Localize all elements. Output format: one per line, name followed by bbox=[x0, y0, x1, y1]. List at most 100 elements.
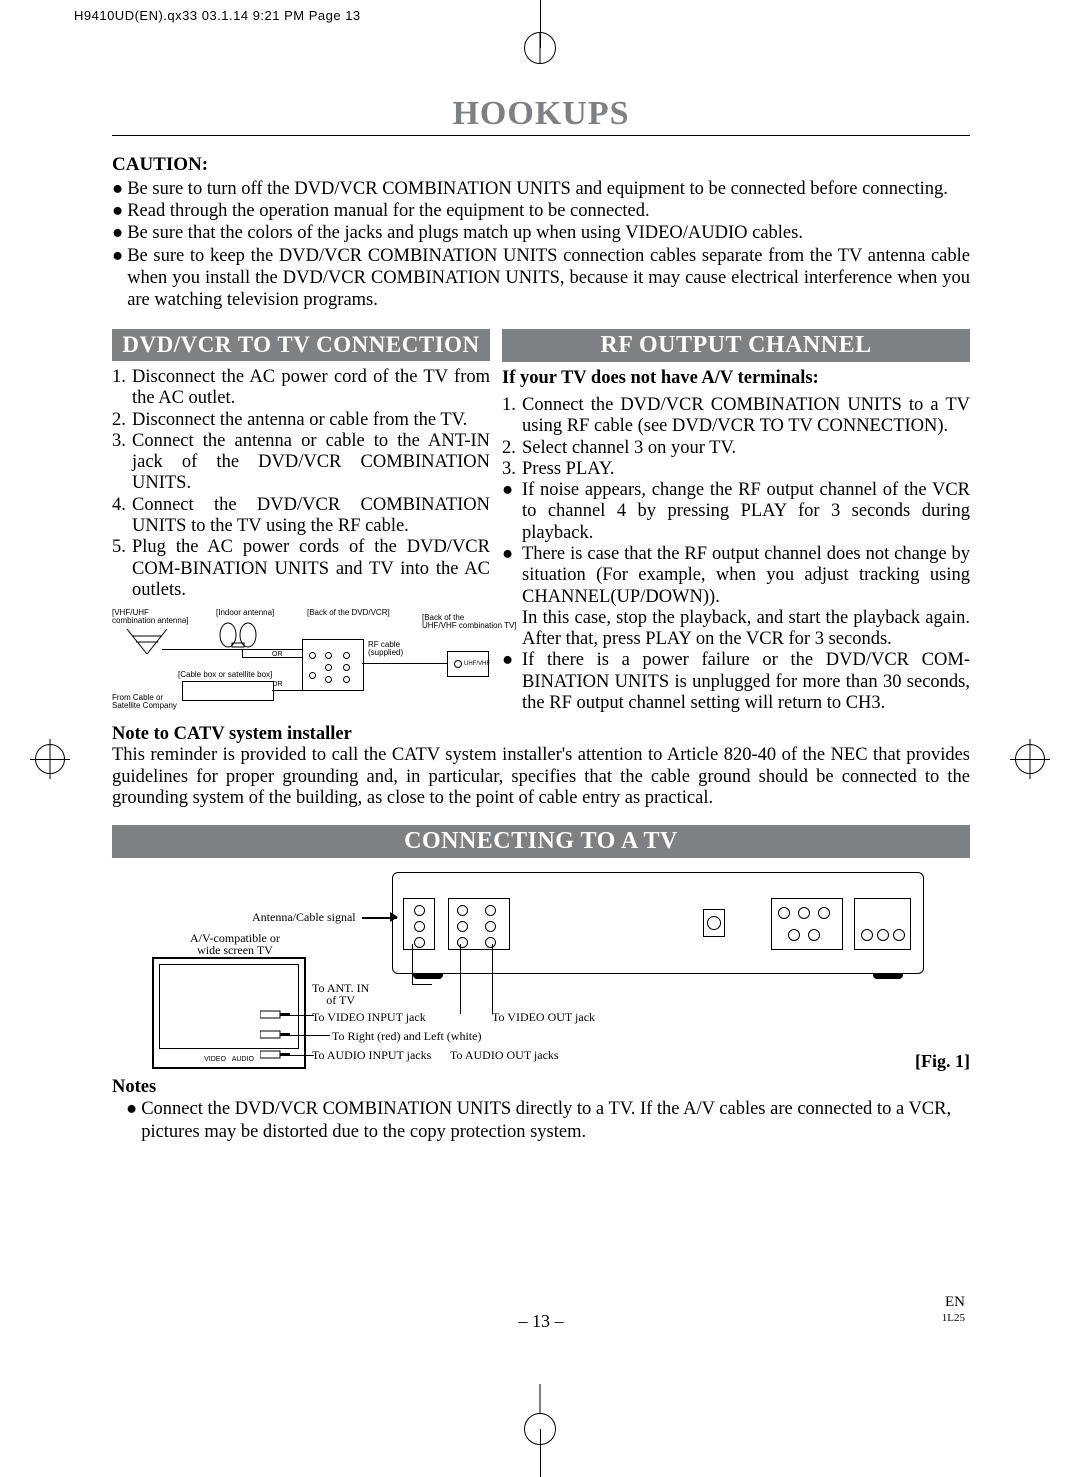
caution-item: Be sure to keep the DVD/VCR COMBINATION … bbox=[127, 245, 970, 312]
left-step: Disconnect the AC power cord of the TV f… bbox=[132, 367, 490, 410]
list-num: 3. bbox=[112, 431, 132, 495]
tv-back-box: UHF/VHF bbox=[447, 651, 489, 677]
hookup-diagram: [VHF/UHF combination antenna] [Indoor an… bbox=[112, 609, 490, 709]
label-ant: Antenna/Cable signal bbox=[252, 911, 356, 923]
notes-section: Notes ●Connect the DVD/VCR COMBINATION U… bbox=[112, 1076, 970, 1143]
cable-line bbox=[290, 1015, 314, 1016]
list-num: 5. bbox=[112, 537, 132, 601]
wire-line bbox=[272, 690, 302, 691]
tv-connection-diagram: VIDEO AUDIO Antenna/Cable signal A/V-com… bbox=[112, 872, 970, 1072]
content-area: HOOKUPS CAUTION: ●Be sure to turn off th… bbox=[112, 95, 970, 1143]
label-backdvd: [Back of the DVD/VCR] bbox=[307, 609, 390, 617]
dvd-unit bbox=[392, 872, 924, 974]
list-num: 2. bbox=[112, 410, 132, 431]
component-group bbox=[771, 898, 843, 950]
right-step: Connect the DVD/VCR COMBINATION UNITS to… bbox=[522, 395, 970, 438]
left-column: DVD/VCR TO TV CONNECTION 1.Disconnect th… bbox=[112, 329, 490, 714]
cable-line bbox=[290, 1055, 314, 1056]
right-banner: RF OUTPUT CHANNEL bbox=[502, 329, 970, 362]
right-bullet: If there is a power failure or the DVD/V… bbox=[522, 650, 970, 714]
caution-list: ●Be sure to turn off the DVD/VCR COMBINA… bbox=[112, 178, 970, 311]
digital-group bbox=[854, 898, 911, 950]
notes-body: Connect the DVD/VCR COMBINATION UNITS di… bbox=[141, 1098, 970, 1142]
indoor-antenna-icon bbox=[218, 621, 258, 649]
label-aout: To AUDIO OUT jacks bbox=[450, 1049, 559, 1061]
crop-mark-top bbox=[510, 0, 570, 48]
right-bullet: If noise appears, change the RF output c… bbox=[522, 480, 970, 544]
wire-line bbox=[242, 649, 243, 657]
svideo-jack bbox=[703, 909, 725, 937]
label-vidin: To VIDEO INPUT jack bbox=[312, 1011, 426, 1023]
wire-line bbox=[242, 657, 302, 658]
page-number: – 13 – bbox=[112, 1311, 970, 1332]
caution-heading: CAUTION: bbox=[112, 154, 970, 176]
left-step: Connect the antenna or cable to the ANT-… bbox=[132, 431, 490, 495]
bullet-dot: ● bbox=[112, 178, 123, 200]
jack-group bbox=[403, 898, 435, 950]
cable-line bbox=[290, 1035, 330, 1036]
page-title: HOOKUPS bbox=[112, 95, 970, 136]
label-backtv: [Back of the UHF/VHF combination TV] bbox=[422, 614, 517, 631]
jack-group bbox=[448, 898, 510, 950]
bullet-dot: ● bbox=[112, 245, 123, 312]
left-steps: 1.Disconnect the AC power cord of the TV… bbox=[112, 367, 490, 601]
caution-item: Be sure to turn off the DVD/VCR COMBINAT… bbox=[127, 178, 948, 200]
label-from: From Cable or Satellite Company bbox=[112, 694, 177, 711]
cable-line bbox=[492, 944, 493, 1014]
catv-note: Note to CATV system installer This remin… bbox=[112, 724, 970, 809]
cable-line bbox=[412, 984, 432, 985]
figure-label: [Fig. 1] bbox=[915, 1051, 970, 1072]
bullet-dot: ● bbox=[112, 222, 123, 244]
bullet-dot: ● bbox=[502, 650, 522, 714]
right-step: Press PLAY. bbox=[522, 459, 970, 480]
label-ain: To AUDIO INPUT jacks bbox=[312, 1049, 431, 1061]
caution-item: Be sure that the colors of the jacks and… bbox=[127, 222, 803, 244]
left-step: Disconnect the antenna or cable from the… bbox=[132, 410, 490, 431]
right-steps: 1.Connect the DVD/VCR COMBINATION UNITS … bbox=[502, 395, 970, 714]
label-rf: RF cable (supplied) bbox=[368, 641, 403, 658]
bullet-dot: ● bbox=[112, 200, 123, 222]
right-bullet: There is case that the RF output channel… bbox=[522, 544, 970, 650]
doc-header: H9410UD(EN).qx33 03.1.14 9:21 PM Page 13 bbox=[74, 8, 361, 23]
left-step: Connect the DVD/VCR COMBINATION UNITS to… bbox=[132, 495, 490, 538]
label-indoor: [Indoor antenna] bbox=[216, 609, 274, 617]
dvd-back-box bbox=[302, 639, 364, 691]
notes-head: Notes bbox=[112, 1076, 970, 1098]
label-cablebox: [Cable box or satellite box] bbox=[178, 671, 272, 679]
right-column: RF OUTPUT CHANNEL If your TV does not ha… bbox=[502, 329, 970, 714]
list-num: 1. bbox=[502, 395, 522, 438]
connect-banner: CONNECTING TO A TV bbox=[112, 825, 970, 858]
arrow-icon bbox=[390, 912, 398, 922]
cable-box bbox=[182, 681, 274, 701]
list-num: 3. bbox=[502, 459, 522, 480]
rf-cable-line bbox=[362, 663, 447, 664]
bullet-dot: ● bbox=[502, 480, 522, 544]
wire-line bbox=[162, 649, 302, 650]
footer-en-text: EN bbox=[945, 1294, 965, 1310]
page: H9410UD(EN).qx33 03.1.14 9:21 PM Page 13… bbox=[0, 0, 1080, 1477]
label-toant: To ANT. IN of TV bbox=[312, 982, 369, 1006]
caution-item: Read through the operation manual for th… bbox=[127, 200, 649, 222]
footer-il-text: 1L25 bbox=[942, 1312, 965, 1324]
label-lr: To Right (red) and Left (white) bbox=[332, 1030, 481, 1042]
antenna-icon bbox=[122, 624, 172, 659]
list-num: 4. bbox=[112, 495, 132, 538]
left-banner: DVD/VCR TO TV CONNECTION bbox=[112, 329, 490, 361]
label-vidout: To VIDEO OUT jack bbox=[492, 1011, 595, 1023]
precondition: If your TV does not have A/V terminals: bbox=[502, 368, 970, 389]
bullet-dot: ● bbox=[126, 1098, 137, 1142]
catv-head: Note to CATV system installer bbox=[112, 724, 970, 745]
list-num: 2. bbox=[502, 438, 522, 459]
left-step: Plug the AC power cords of the DVD/VCR C… bbox=[132, 537, 490, 601]
crop-mark-left bbox=[30, 739, 70, 779]
label-av: A/V-compatible or wide screen TV bbox=[190, 932, 280, 956]
catv-body: This reminder is provided to call the CA… bbox=[112, 745, 970, 809]
bullet-dot: ● bbox=[502, 544, 522, 650]
cable-line bbox=[460, 944, 461, 1014]
crop-mark-right bbox=[1010, 739, 1050, 779]
right-step: Select channel 3 on your TV. bbox=[522, 438, 970, 459]
two-column-row: DVD/VCR TO TV CONNECTION 1.Disconnect th… bbox=[112, 329, 970, 714]
cable-line bbox=[412, 944, 413, 984]
label-uhfvhf: UHF/VHF bbox=[464, 661, 490, 667]
footer-lang: EN 1L25 bbox=[942, 1295, 965, 1325]
